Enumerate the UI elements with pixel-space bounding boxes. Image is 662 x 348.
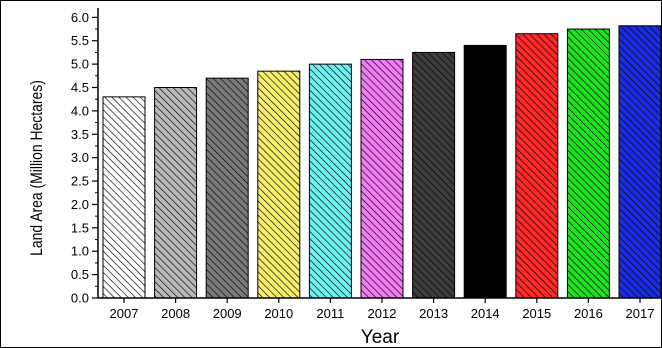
x-tick-label: 2016 (574, 306, 603, 321)
bars (102, 25, 662, 299)
bar-2016 (566, 28, 610, 299)
y-tick-label: 1.5 (71, 220, 89, 235)
x-tick-label: 2011 (316, 306, 344, 321)
x-tick-label: 2012 (368, 306, 397, 321)
bar-2011 (308, 63, 352, 299)
bar-2017 (618, 25, 662, 299)
y-tick-label: 1.0 (71, 244, 89, 259)
x-axis-title: Year (361, 327, 400, 348)
y-tick-label: 5.5 (71, 33, 89, 48)
bar-2015 (515, 33, 559, 299)
y-tick-label: 0.5 (71, 267, 89, 282)
bar-2010 (257, 70, 301, 299)
bar-2007 (102, 96, 146, 299)
x-tick-label: 2008 (161, 306, 190, 321)
y-tick-label: 5.0 (71, 57, 89, 72)
x-tick-label: 2017 (626, 306, 655, 321)
y-tick-label: 6.0 (71, 10, 89, 25)
bar-2013 (412, 51, 456, 299)
x-tick-label: 2009 (213, 306, 242, 321)
x-tick-label: 2015 (522, 306, 551, 321)
y-axis-ticks: 0.0 0.5 1.0 1.5 2.0 2.5 3.0 3.5 4.0 4.5 5.0 5.5 6.0 (71, 10, 98, 306)
x-tick-label: 2007 (110, 306, 139, 321)
bar-2014 (463, 44, 507, 299)
y-tick-label: 4.0 (71, 103, 89, 118)
x-tick-label: 2013 (419, 306, 448, 321)
x-axis-ticks: 2007 2008 2009 2010 2011 2012 2013 2014 2015 2016… (110, 298, 655, 321)
bar-2012 (360, 58, 404, 299)
x-tick-label: 2010 (264, 306, 293, 321)
y-axis-title: Land Area (Million Hectares) (28, 80, 47, 256)
y-tick-label: 4.5 (71, 80, 89, 95)
y-tick-label: 3.5 (71, 127, 89, 142)
bar-2008 (154, 87, 198, 299)
bar-2009 (205, 77, 249, 299)
y-tick-label: 3.0 (71, 150, 89, 165)
y-tick-label: 0.0 (71, 291, 89, 306)
x-tick-label: 2014 (471, 306, 500, 321)
y-tick-label: 2.5 (71, 174, 89, 189)
y-tick-label: 2.0 (71, 197, 89, 212)
